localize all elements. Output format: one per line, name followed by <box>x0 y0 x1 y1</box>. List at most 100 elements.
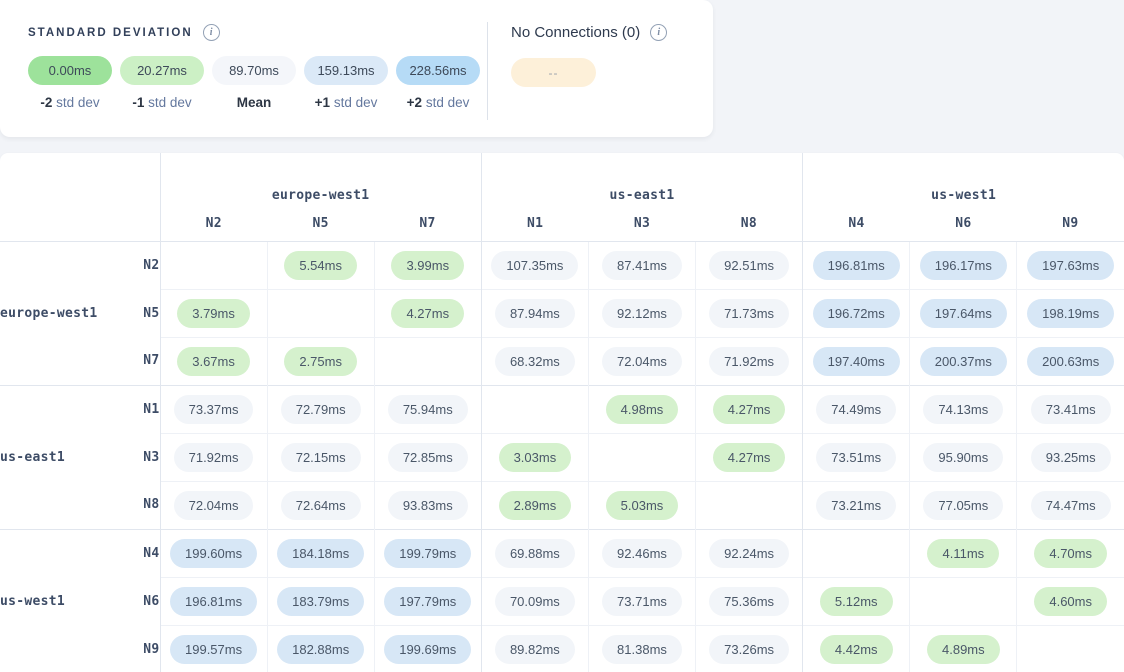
latency-value-pill[interactable]: 4.27ms <box>712 394 786 424</box>
no-connections-legend: No Connections (0) i -- <box>511 24 668 87</box>
latency-value-pill[interactable]: 71.73ms <box>709 298 790 328</box>
latency-value-pill[interactable]: 70.09ms <box>494 586 575 616</box>
latency-value-pill[interactable]: 5.03ms <box>605 490 679 520</box>
std-dev-info-icon[interactable]: i <box>202 24 220 41</box>
latency-cell <box>480 384 589 433</box>
latency-cell: 3.67ms <box>159 336 268 385</box>
latency-value-pill[interactable]: 199.60ms <box>170 538 258 568</box>
latency-value-pill[interactable]: 5.12ms <box>819 586 893 616</box>
latency-value-pill[interactable]: 93.83ms <box>387 490 468 520</box>
latency-value-pill[interactable]: 197.40ms <box>812 346 900 376</box>
latency-value-pill[interactable]: 4.70ms <box>1034 538 1107 568</box>
latency-value-pill[interactable]: 74.47ms <box>1030 490 1111 520</box>
matrix-row: N7 3.67ms 2.75ms 68.32ms 72.04ms 71.92ms 197.4… <box>0 336 1124 385</box>
latency-value-pill[interactable]: 72.85ms <box>387 442 468 472</box>
latency-cell: 184.18ms <box>266 528 375 577</box>
latency-value-pill[interactable]: 74.49ms <box>816 394 897 424</box>
latency-value-pill[interactable]: 72.64ms <box>280 490 361 520</box>
latency-value-pill[interactable]: 197.63ms <box>1027 250 1115 280</box>
matrix-row: N6 196.81ms 183.79ms 197.79ms 70.09ms 73.71ms… <box>0 576 1124 625</box>
matrix-corner-blank <box>0 153 161 242</box>
latency-value-pill[interactable]: 196.17ms <box>919 250 1007 280</box>
latency-value-pill[interactable]: 95.90ms <box>923 442 1004 472</box>
latency-value-pill[interactable]: 2.75ms <box>284 346 357 376</box>
latency-value-pill[interactable]: 200.37ms <box>919 346 1007 376</box>
latency-value-pill[interactable]: 4.11ms <box>927 538 1000 568</box>
latency-value-pill[interactable]: 184.18ms <box>277 538 365 568</box>
latency-value-pill[interactable]: 4.98ms <box>605 394 679 424</box>
latency-value-pill[interactable]: 92.46ms <box>602 538 682 568</box>
latency-value-pill[interactable]: 4.27ms <box>712 442 786 472</box>
latency-cell: 73.71ms <box>587 576 696 625</box>
latency-value-pill[interactable]: 200.63ms <box>1027 346 1115 376</box>
latency-value-pill[interactable]: 196.72ms <box>812 298 900 328</box>
latency-value-pill[interactable]: 71.92ms <box>709 346 790 376</box>
latency-value-pill[interactable]: 69.88ms <box>494 538 575 568</box>
latency-cell: 2.75ms <box>266 336 375 385</box>
latency-value-pill[interactable]: 87.41ms <box>602 250 682 280</box>
latency-cell <box>587 432 696 481</box>
latency-cell: 198.19ms <box>1016 288 1124 337</box>
latency-cell: 87.41ms <box>587 240 696 289</box>
latency-value-pill[interactable]: 4.89ms <box>927 634 1000 664</box>
latency-value-pill[interactable]: 75.36ms <box>709 586 790 616</box>
latency-value-pill[interactable]: 199.69ms <box>384 634 472 664</box>
latency-cell: 5.12ms <box>802 576 910 625</box>
latency-value-pill[interactable]: 72.15ms <box>280 442 361 472</box>
matrix-row: N5 3.79ms 4.27ms 87.94ms 92.12ms 71.73ms 196.7… <box>0 288 1124 337</box>
latency-value-pill[interactable]: 4.60ms <box>1034 586 1107 616</box>
latency-cell: 75.36ms <box>695 576 803 625</box>
latency-cell: 72.04ms <box>159 480 268 529</box>
latency-value-pill[interactable]: 77.05ms <box>923 490 1004 520</box>
latency-value-pill[interactable]: 68.32ms <box>494 346 575 376</box>
latency-cell: 75.94ms <box>373 384 482 433</box>
latency-cell: 4.27ms <box>695 384 803 433</box>
latency-value-pill[interactable]: 5.54ms <box>284 250 357 280</box>
latency-value-pill[interactable]: 199.79ms <box>384 538 472 568</box>
latency-cell: 71.92ms <box>695 336 803 385</box>
latency-value-pill[interactable]: 199.57ms <box>170 634 258 664</box>
latency-value-pill[interactable]: 196.81ms <box>812 250 900 280</box>
latency-value-pill[interactable]: 196.81ms <box>170 586 258 616</box>
latency-value-pill[interactable]: 73.71ms <box>602 586 682 616</box>
latency-value-pill[interactable]: 198.19ms <box>1027 298 1115 328</box>
latency-value-pill[interactable]: 92.51ms <box>709 250 790 280</box>
latency-value-pill[interactable]: 72.79ms <box>280 394 361 424</box>
latency-value-pill[interactable]: 4.27ms <box>391 298 465 328</box>
latency-value-pill[interactable]: 73.37ms <box>173 394 254 424</box>
row-region-label: europe-west1 <box>0 240 104 385</box>
latency-cell: 74.47ms <box>1016 480 1124 529</box>
legend-pill-label: Mean <box>236 95 272 110</box>
latency-value-pill[interactable]: 73.26ms <box>709 634 790 664</box>
latency-value-pill[interactable]: 92.24ms <box>709 538 790 568</box>
latency-value-pill[interactable]: 3.67ms <box>177 346 250 376</box>
latency-value-pill[interactable]: 75.94ms <box>387 394 468 424</box>
latency-value-pill[interactable]: 197.64ms <box>919 298 1007 328</box>
latency-value-pill[interactable]: 72.04ms <box>173 490 254 520</box>
latency-value-pill[interactable]: 3.99ms <box>391 250 465 280</box>
latency-value-pill[interactable]: 182.88ms <box>277 634 365 664</box>
no-connections-title: No Connections (0) <box>511 24 641 41</box>
latency-cell: 73.41ms <box>1016 384 1124 433</box>
latency-value-pill[interactable]: 2.89ms <box>498 490 572 520</box>
latency-value-pill[interactable]: 4.42ms <box>819 634 893 664</box>
latency-value-pill[interactable]: 73.51ms <box>816 442 897 472</box>
latency-value-pill[interactable]: 73.21ms <box>816 490 897 520</box>
latency-value-pill[interactable]: 3.79ms <box>177 298 250 328</box>
legend-pill: 0.00ms <box>28 56 112 85</box>
matrix-row: us-west1 N4 199.60ms 184.18ms 199.79ms 69.88m… <box>0 528 1124 672</box>
latency-value-pill[interactable]: 81.38ms <box>602 634 682 664</box>
latency-value-pill[interactable]: 71.92ms <box>173 442 254 472</box>
latency-value-pill[interactable]: 73.41ms <box>1030 394 1111 424</box>
latency-value-pill[interactable]: 93.25ms <box>1030 442 1111 472</box>
latency-value-pill[interactable]: 92.12ms <box>602 298 682 328</box>
no-connections-info-icon[interactable]: i <box>650 24 668 41</box>
latency-value-pill[interactable]: 87.94ms <box>494 298 575 328</box>
latency-value-pill[interactable]: 3.03ms <box>498 442 572 472</box>
latency-value-pill[interactable]: 107.35ms <box>491 250 579 280</box>
latency-value-pill[interactable]: 74.13ms <box>923 394 1004 424</box>
latency-value-pill[interactable]: 197.79ms <box>384 586 472 616</box>
latency-value-pill[interactable]: 72.04ms <box>602 346 682 376</box>
latency-value-pill[interactable]: 89.82ms <box>494 634 575 664</box>
latency-value-pill[interactable]: 183.79ms <box>277 586 365 616</box>
